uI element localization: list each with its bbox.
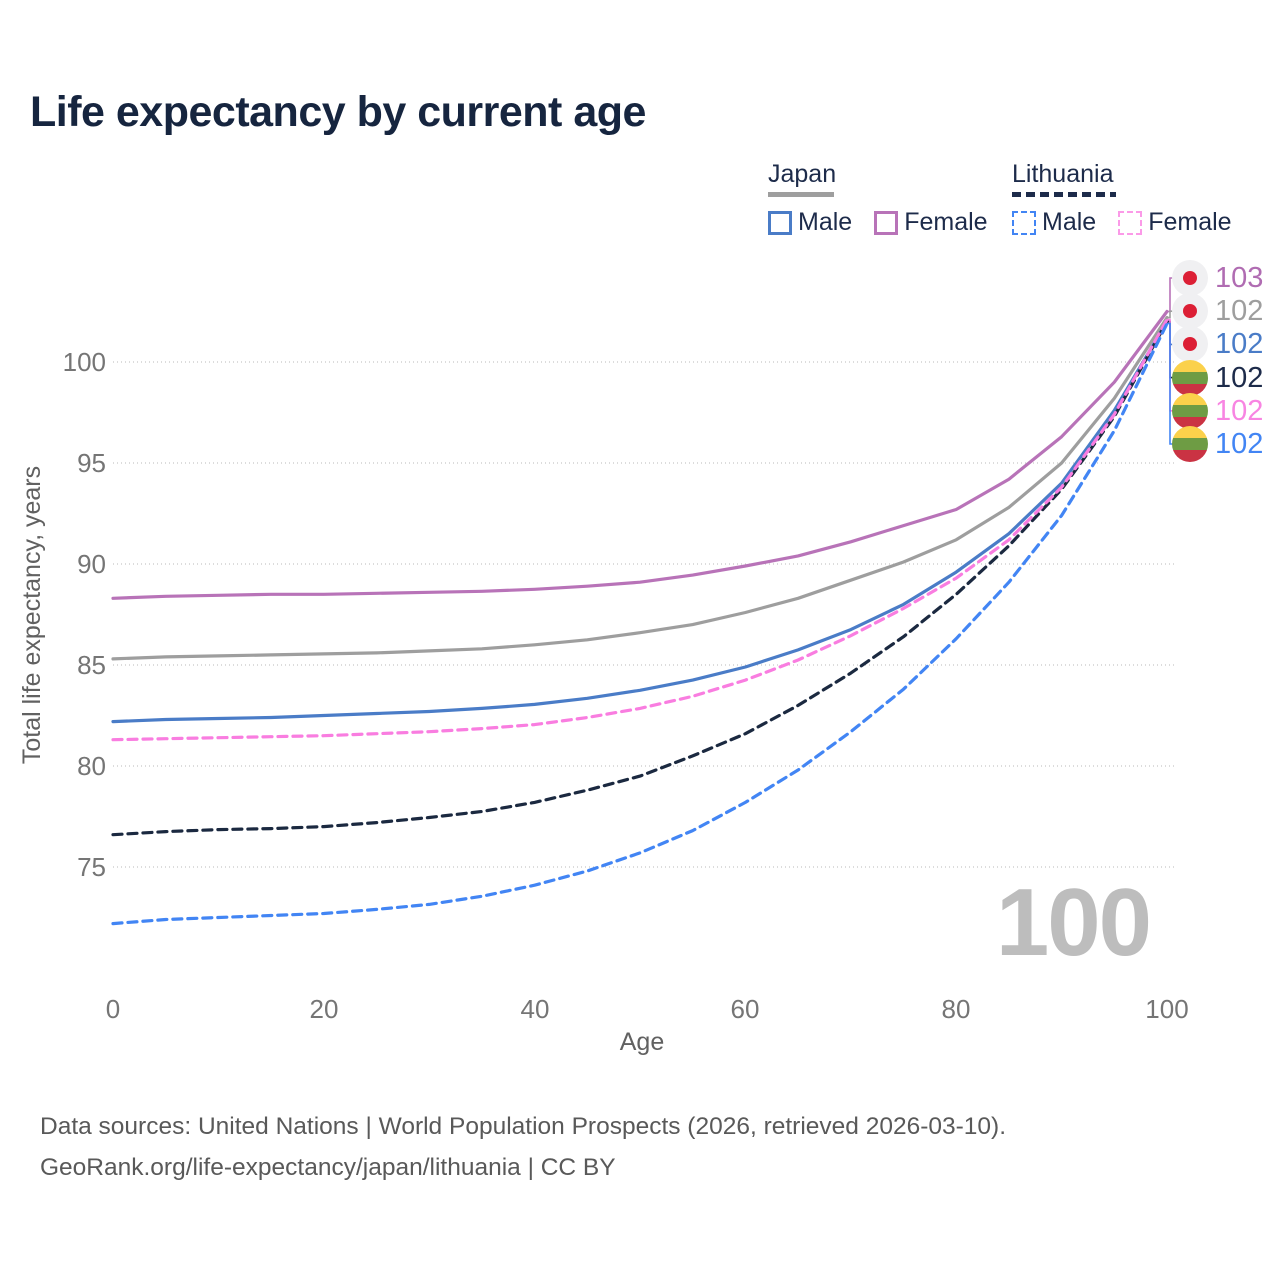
- x-axis-title: Age: [619, 1028, 665, 1056]
- series-line-japan-male: [111, 320, 1169, 724]
- x-tick-label: 0: [105, 994, 121, 1024]
- series-line-lithuania: [111, 320, 1169, 837]
- lithuania-flag-icon: [1172, 426, 1208, 462]
- lithuania-flag-icon: [1172, 393, 1208, 429]
- legend-japan-label: Japan: [768, 160, 837, 188]
- x-tick-label: 60: [730, 994, 760, 1024]
- data-source-footer: Data sources: United Nations | World Pop…: [40, 1106, 1006, 1188]
- x-tick-label: 20: [309, 994, 339, 1024]
- legend-item-japan-male[interactable]: Male: [768, 208, 852, 237]
- footer-line-1: Data sources: United Nations | World Pop…: [40, 1113, 1007, 1140]
- y-axis-title: Total life expectancy, years: [18, 465, 46, 765]
- end-label-row: 103: [1172, 260, 1263, 296]
- age-counter-watermark: 100: [995, 869, 1152, 976]
- y-tick-label: 90: [77, 549, 106, 579]
- japan-flag-icon: [1172, 326, 1208, 362]
- legend-group-japan: Japan Male Female: [768, 160, 988, 237]
- series-line-lithuania-male: [111, 322, 1169, 926]
- japan-line-swatch: [768, 192, 834, 197]
- japan-male-swatch-icon: [768, 210, 792, 235]
- series-line-lithuania-female: [111, 318, 1169, 742]
- end-label-row: 102: [1172, 293, 1263, 329]
- japan-female-swatch-icon: [874, 210, 899, 235]
- lithuania-male-swatch-icon: [1012, 210, 1036, 235]
- y-tick-label: 100: [62, 347, 106, 377]
- legend-group-lithuania: Lithuania Male Female: [1012, 160, 1232, 237]
- end-value: 102: [1215, 428, 1264, 460]
- legend-item-lithuania-male[interactable]: Male: [1012, 208, 1096, 237]
- legend-item-lithuania-female[interactable]: Female: [1118, 208, 1232, 237]
- end-value: 102: [1215, 362, 1264, 394]
- lithuania-female-swatch-icon: [1118, 210, 1143, 235]
- legend-lithuania-label: Lithuania: [1012, 160, 1114, 188]
- series-line-japan-female: [111, 309, 1169, 600]
- page-title: Life expectancy by current age: [30, 88, 646, 136]
- x-tick-label: 100: [1145, 994, 1189, 1024]
- end-value: 102: [1215, 328, 1264, 360]
- end-value: 103: [1215, 262, 1264, 294]
- end-label-row: 102: [1172, 326, 1263, 362]
- japan-flag-icon: [1172, 293, 1208, 329]
- series-line-japan: [111, 316, 1169, 661]
- y-tick-label: 80: [77, 751, 106, 781]
- lithuania-line-swatch: [1012, 192, 1116, 197]
- x-tick-label: 80: [941, 994, 971, 1024]
- end-label-row: 102: [1172, 393, 1263, 429]
- legend-item-label: Male: [798, 208, 853, 236]
- end-label-row: 102: [1172, 426, 1263, 462]
- x-tick-label: 40: [520, 994, 550, 1024]
- legend-item-label: Female: [904, 208, 988, 236]
- end-label-row: 102: [1172, 360, 1263, 396]
- end-value: 102: [1215, 395, 1264, 427]
- legend-item-label: Female: [1148, 208, 1232, 236]
- footer-line-2: GeoRank.org/life-expectancy/japan/lithua…: [40, 1154, 616, 1181]
- legend-item-label: Male: [1042, 208, 1097, 236]
- y-tick-label: 75: [77, 852, 106, 882]
- lithuania-flag-icon: [1172, 360, 1208, 396]
- legend-item-japan-female[interactable]: Female: [874, 208, 988, 237]
- end-value: 102: [1215, 295, 1264, 327]
- japan-flag-icon: [1172, 260, 1208, 296]
- y-tick-label: 95: [77, 448, 106, 478]
- y-tick-label: 85: [77, 650, 106, 680]
